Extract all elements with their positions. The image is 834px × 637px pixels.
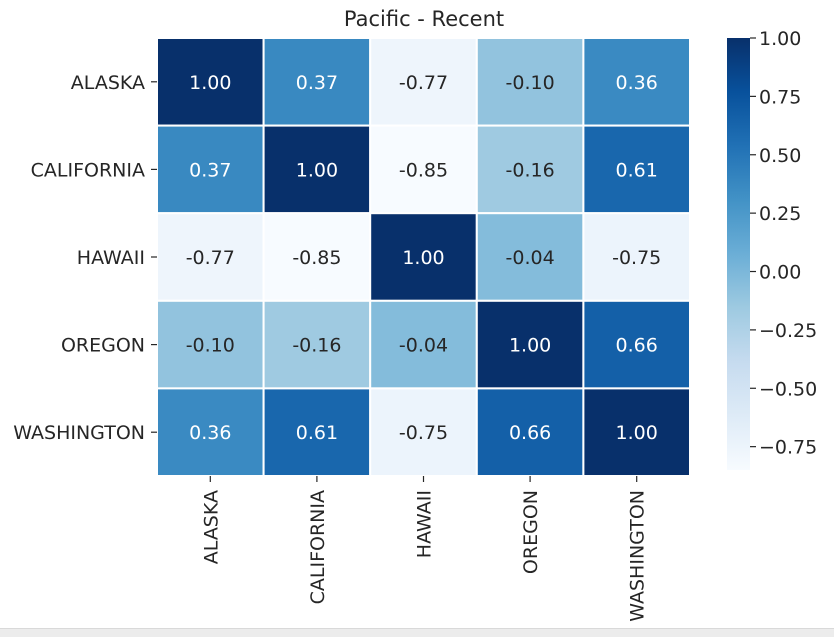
- column-tick-label: CALIFORNIA: [307, 490, 329, 604]
- cell-value-label: 0.36: [189, 422, 231, 444]
- cell-value-label: 1.00: [189, 72, 231, 94]
- heatmap-cell: [475, 212, 585, 302]
- cell-value-label: -0.04: [506, 247, 555, 269]
- heatmap-cell: [369, 37, 478, 127]
- cell-value-label: 1.00: [509, 335, 551, 357]
- cell-value-label: 1.00: [616, 422, 658, 444]
- cell-value-label: 0.66: [616, 335, 658, 357]
- column-tick-labels: ALASKA CALIFORNIA HAWAII OREGON WASHINGTON: [200, 476, 649, 622]
- chart-title: Pacific - Recent: [344, 7, 504, 31]
- cell-value-label: -0.77: [186, 247, 235, 269]
- cell-value-label: 1.00: [296, 159, 338, 181]
- colorbar-tick-label: −0.50: [759, 378, 817, 400]
- heatmap-annotations: 1.00 0.37 -0.77 -0.10 0.36 0.37 1.00 -0.85 -0.16…: [186, 72, 662, 444]
- cell-value-label: -0.77: [399, 72, 448, 94]
- cell-value-label: -0.10: [506, 72, 555, 94]
- cell-value-label: -0.16: [292, 335, 341, 357]
- row-tick-label: CALIFORNIA: [31, 159, 145, 181]
- cell-value-label: 0.36: [616, 72, 658, 94]
- heatmap-cell: [369, 124, 478, 215]
- colorbar-tick-label: 0.75: [759, 86, 801, 108]
- colorbar-tick-label: 1.00: [759, 28, 801, 50]
- colorbar-tick-label: 0.00: [759, 262, 801, 284]
- row-tick-label: WASHINGTON: [13, 422, 145, 444]
- heatmap-cell: [582, 124, 692, 215]
- column-tick-label: WASHINGTON: [627, 490, 649, 622]
- cell-value-label: -0.75: [399, 422, 448, 444]
- cell-value-label: 1.00: [402, 247, 444, 269]
- column-tick-label: OREGON: [520, 490, 542, 574]
- heatmap-cell: [369, 387, 478, 477]
- heatmap-cell: [262, 212, 372, 302]
- heatmap-cell: [156, 387, 265, 477]
- row-tick-label: ALASKA: [71, 72, 145, 94]
- colorbar-tick-label: −0.25: [759, 320, 817, 342]
- row-tick-labels: ALASKA CALIFORNIA HAWAII OREGON WASHINGTON: [13, 72, 157, 444]
- cell-value-label: -0.04: [399, 335, 448, 357]
- cell-value-label: 0.61: [296, 422, 338, 444]
- heatmap-cell: [262, 387, 372, 477]
- cell-value-label: -0.10: [186, 335, 235, 357]
- heatmap-cells: [156, 37, 692, 477]
- heatmap-cell: [582, 299, 692, 390]
- colorbar-tick-label: 0.50: [759, 145, 801, 167]
- column-tick-label: HAWAII: [414, 490, 436, 558]
- colorbar-gradient: [727, 38, 750, 470]
- heatmap-cell: [156, 37, 265, 127]
- cell-value-label: -0.16: [506, 159, 555, 181]
- colorbar: 1.00 0.75 0.50 0.25 0.00 −0.25 −0.50 −0.75: [727, 28, 817, 470]
- colorbar-tick-label: −0.75: [759, 437, 817, 459]
- column-tick-label: ALASKA: [200, 490, 222, 564]
- cell-value-label: 0.37: [296, 72, 338, 94]
- heatmap-cell: [262, 37, 372, 127]
- heatmap-cell: [262, 299, 372, 390]
- heatmap-cell: [475, 299, 585, 390]
- cell-value-label: 0.61: [616, 159, 658, 181]
- cell-value-label: -0.85: [292, 247, 341, 269]
- row-tick-label: HAWAII: [77, 247, 145, 269]
- cell-value-label: -0.85: [399, 159, 448, 181]
- colorbar-tick-label: 0.25: [759, 203, 801, 225]
- cell-value-label: -0.75: [612, 247, 661, 269]
- row-tick-label: OREGON: [61, 335, 145, 357]
- window-bottom-edge: [0, 628, 834, 637]
- cell-value-label: 0.66: [509, 422, 551, 444]
- heatmap-cell: [369, 299, 478, 390]
- cell-value-label: 0.37: [189, 159, 231, 181]
